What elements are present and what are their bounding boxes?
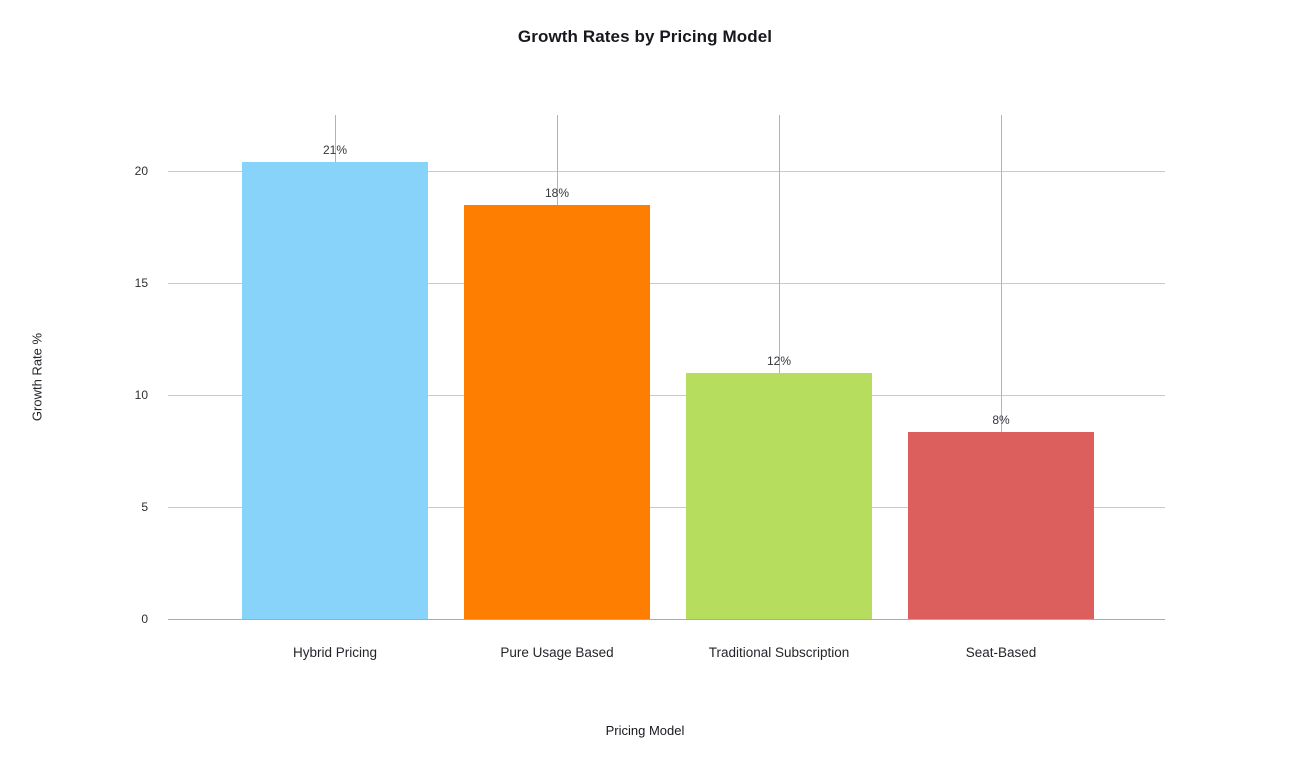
bar-value-label: 8% bbox=[992, 412, 1010, 427]
x-axis-category-label: Seat-Based bbox=[965, 645, 1037, 660]
gridline-horizontal bbox=[168, 170, 1165, 172]
x-axis-title: Pricing Model bbox=[605, 723, 685, 738]
y-tick-label: 15 bbox=[134, 276, 148, 290]
x-axis-category-label: Hybrid Pricing bbox=[292, 645, 378, 660]
bar-pure-usage-based bbox=[464, 204, 650, 619]
bar-value-label: 12% bbox=[766, 353, 792, 368]
gridline-horizontal bbox=[168, 506, 1165, 508]
bar-value-label: 18% bbox=[544, 185, 570, 200]
gridline-horizontal bbox=[168, 282, 1165, 284]
y-tick-label: 10 bbox=[134, 388, 148, 402]
y-tick-label: 5 bbox=[141, 500, 148, 514]
bar-traditional-subscription bbox=[686, 372, 872, 619]
chart-title: Growth Rates by Pricing Model bbox=[517, 27, 773, 46]
x-axis-category-label: Traditional Subscription bbox=[708, 645, 850, 660]
bar-seat-based bbox=[908, 431, 1094, 619]
y-tick-label: 20 bbox=[134, 164, 148, 178]
gridline-horizontal bbox=[168, 618, 1165, 620]
x-axis-category-label: Pure Usage Based bbox=[500, 645, 614, 660]
plot-area: 21% 18% 12% 8% bbox=[168, 115, 1165, 620]
bar-hybrid-pricing bbox=[242, 162, 428, 619]
bar-value-label: 21% bbox=[322, 143, 348, 158]
y-tick-label: 0 bbox=[141, 612, 148, 626]
gridline-horizontal bbox=[168, 394, 1165, 396]
y-axis-title: Growth Rate % bbox=[29, 332, 45, 422]
gridline-vertical bbox=[1001, 115, 1002, 619]
gridline-vertical bbox=[779, 115, 780, 619]
